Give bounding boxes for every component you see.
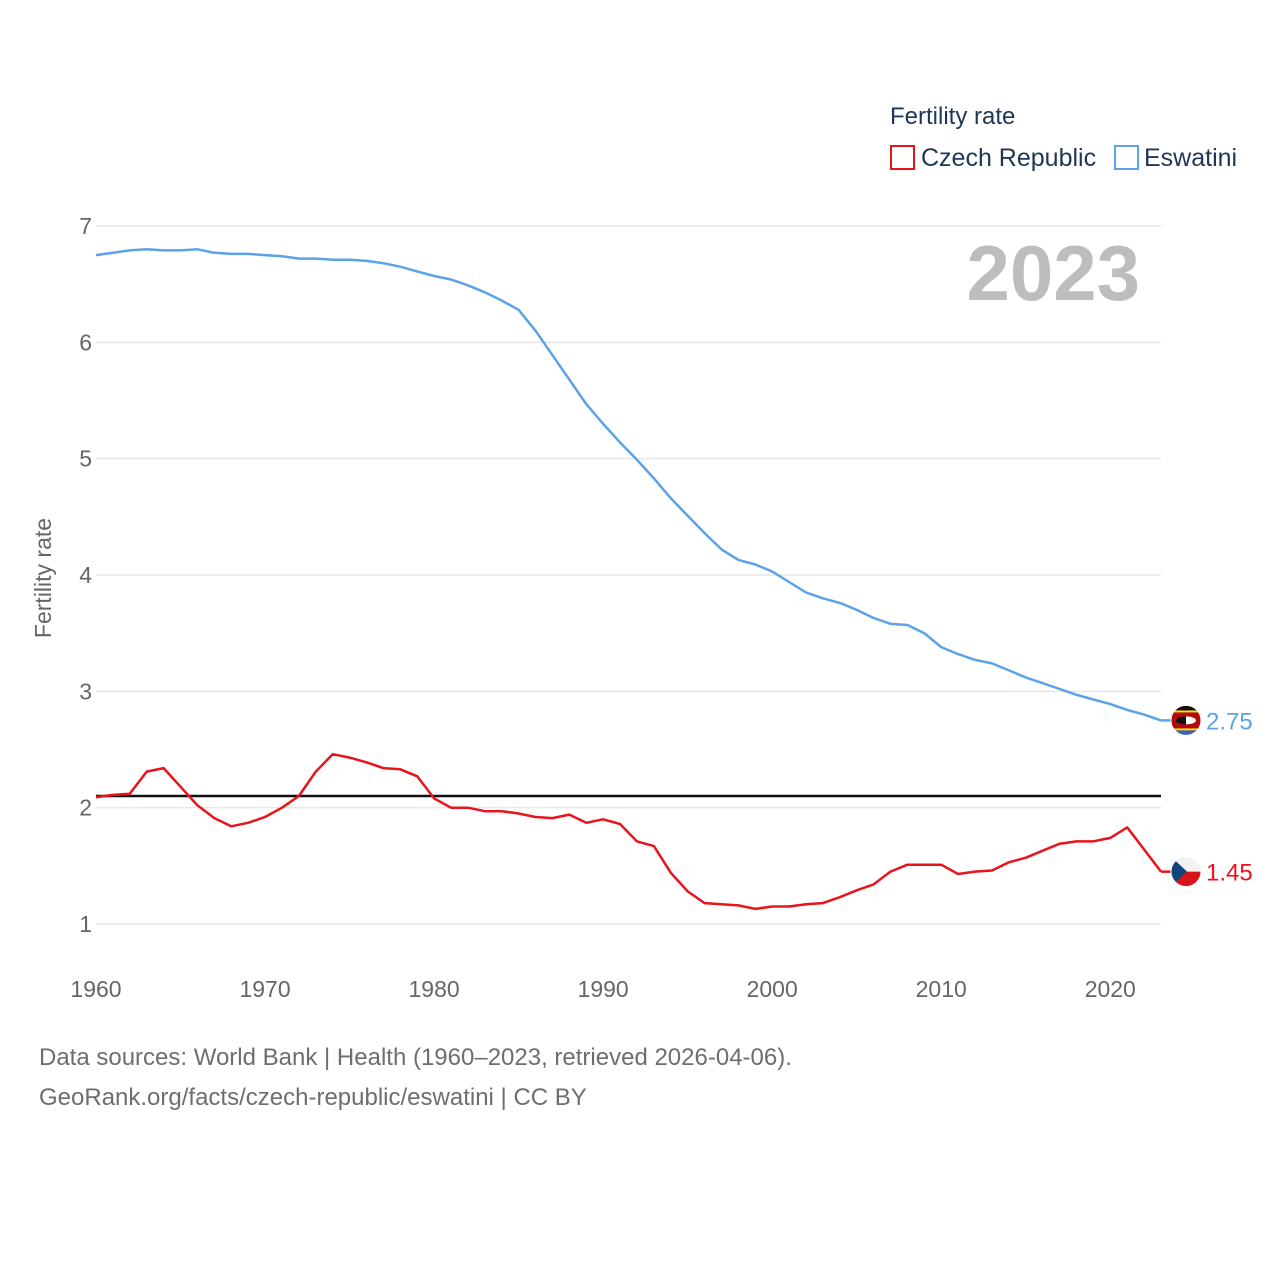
legend-item-eswatini[interactable]: Eswatini (1114, 144, 1237, 172)
x-tick-2000: 2000 (747, 976, 798, 1002)
gridlines (96, 225, 1161, 925)
legend-item-czech-republic[interactable]: Czech Republic (890, 144, 1096, 172)
y-axis-label: Fertility rate (30, 518, 56, 638)
y-tick-1: 1 (79, 911, 92, 937)
footer-link[interactable]: GeoRank.org/facts/czech-republic/eswatin… (39, 1084, 587, 1111)
x-tick-1960: 1960 (70, 976, 121, 1002)
y-tick-2: 2 (79, 795, 92, 821)
y-tick-5: 5 (79, 446, 92, 472)
footer-source: Data sources: World Bank | Health (1960–… (39, 1044, 792, 1071)
flag-icon-eswatini (1170, 704, 1202, 736)
legend-swatch-czech-republic (890, 145, 915, 170)
series-lines (95, 248, 1162, 911)
end-markers: 1.45 2.75 (1161, 704, 1253, 888)
legend-label-eswatini: Eswatini (1144, 144, 1237, 172)
flag-icon-czech-republic (1170, 856, 1202, 888)
y-tick-4: 4 (79, 562, 92, 588)
x-tick-1990: 1990 (578, 976, 629, 1002)
y-tick-3: 3 (79, 678, 92, 704)
end-label-eswatini: 2.75 (1206, 708, 1253, 735)
legend-label-czech-republic: Czech Republic (921, 144, 1096, 172)
y-tick-7: 7 (79, 213, 92, 239)
legend-title: Fertility rate (890, 103, 1015, 130)
x-tick-labels: 1960 1970 1980 1990 2000 2010 2020 (70, 976, 1135, 1002)
x-tick-2010: 2010 (916, 976, 967, 1002)
x-tick-2020: 2020 (1085, 976, 1136, 1002)
y-tick-6: 6 (79, 329, 92, 355)
year-label: 2023 (966, 229, 1140, 317)
series-line-czech-republic[interactable] (95, 752, 1162, 911)
end-label-czech-republic: 1.45 (1206, 860, 1253, 887)
x-tick-1980: 1980 (409, 976, 460, 1002)
x-tick-1970: 1970 (239, 976, 290, 1002)
series-line-eswatini[interactable] (95, 248, 1162, 722)
legend-swatch-eswatini (1114, 145, 1139, 170)
y-tick-labels: 1 2 3 4 5 6 7 (79, 213, 92, 937)
